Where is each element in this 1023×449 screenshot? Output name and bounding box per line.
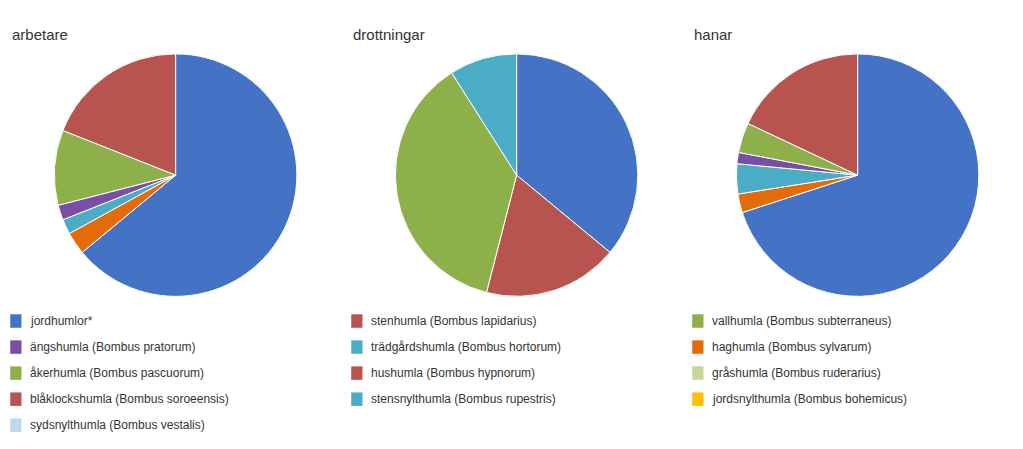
- svg-text:jordsnylthumla (Bombus bohemic: jordsnylthumla (Bombus bohemicus): [712, 392, 907, 406]
- svg-text:haghumla (Bombus sylvarum): haghumla (Bombus sylvarum): [712, 340, 871, 354]
- svg-text:ängshumla (Bombus pratorum): ängshumla (Bombus pratorum): [30, 340, 195, 354]
- svg-text:blåklockshumla (Bombus soroeen: blåklockshumla (Bombus soroeensis): [30, 392, 229, 406]
- svg-text:gråshumla (Bombus ruderarius): gråshumla (Bombus ruderarius): [712, 366, 881, 380]
- svg-text:åkerhumla (Bombus pascuorum): åkerhumla (Bombus pascuorum): [30, 366, 204, 380]
- svg-text:vallhumla (Bombus subterraneus: vallhumla (Bombus subterraneus): [712, 314, 891, 328]
- svg-text:arbetare: arbetare: [12, 26, 68, 43]
- svg-text:drottningar: drottningar: [353, 26, 425, 43]
- svg-text:stensnylthumla (Bombus rupestr: stensnylthumla (Bombus rupestris): [371, 392, 556, 406]
- svg-text:stenhumla (Bombus lapidarius): stenhumla (Bombus lapidarius): [371, 314, 536, 328]
- svg-text:jordhumlor*: jordhumlor*: [30, 314, 93, 328]
- svg-text:trädgårdshumla (Bombus hortoru: trädgårdshumla (Bombus hortorum): [371, 340, 561, 354]
- svg-text:hushumla (Bombus hypnorum): hushumla (Bombus hypnorum): [371, 366, 535, 380]
- svg-text:sydsnylthumla (Bombus vestalis: sydsnylthumla (Bombus vestalis): [30, 418, 205, 432]
- svg-text:hanar: hanar: [694, 26, 732, 43]
